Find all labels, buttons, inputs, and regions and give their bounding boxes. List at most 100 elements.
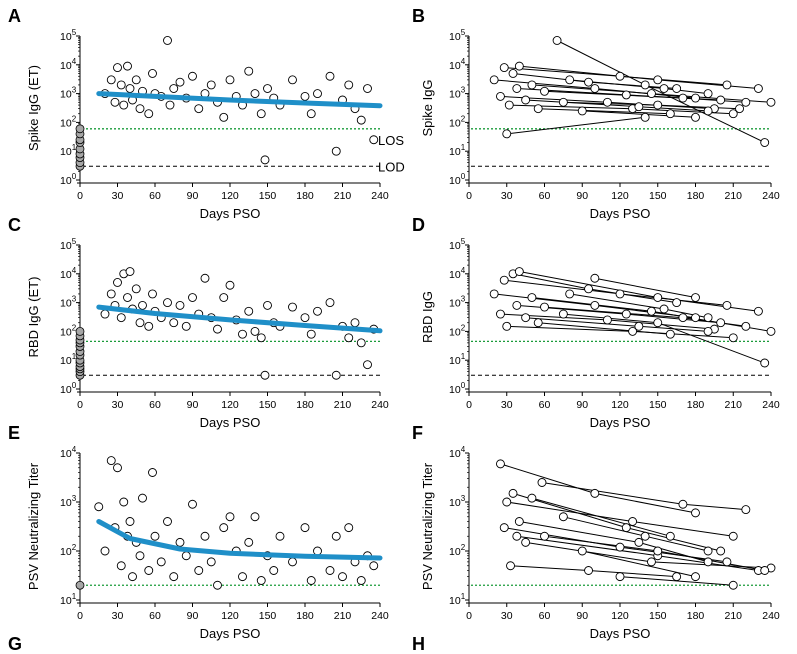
data-point-B [502, 129, 512, 139]
data-point-C [200, 273, 210, 283]
data-point-D [672, 298, 682, 308]
data-point-C [238, 329, 247, 339]
y-tick-label-E: 103 [60, 494, 77, 509]
data-point-F [678, 499, 688, 509]
x-tick-label-F: 150 [649, 610, 667, 622]
data-point-B [665, 109, 675, 119]
y-tick-label-B: 103 [449, 86, 466, 101]
data-point-D [728, 333, 738, 343]
data-point-F [691, 508, 700, 518]
data-point-B [722, 80, 732, 90]
data-point-E [313, 546, 322, 556]
x-tick-label-D: 240 [762, 399, 780, 411]
data-point-A [116, 80, 126, 90]
y-axis-label-B: Spike IgG [420, 79, 435, 136]
data-point-F [512, 531, 522, 541]
data-point-B [621, 90, 631, 100]
data-point-B [590, 84, 600, 93]
x-tick-label-A: 240 [371, 190, 389, 202]
data-point-A [206, 80, 216, 90]
x-tick-label-C: 180 [296, 399, 314, 411]
data-point-F [722, 557, 732, 567]
y-tick-label-C: 101 [60, 352, 77, 367]
panel-letter-G: G [8, 634, 22, 654]
data-point-B [565, 75, 575, 85]
x-tick-label-C: 60 [149, 399, 161, 411]
data-point-D [514, 267, 524, 276]
data-point-D [615, 289, 625, 299]
data-point-D [602, 315, 612, 325]
data-point-B [521, 95, 531, 105]
data-point-A [163, 36, 172, 45]
data-point-E [338, 572, 347, 582]
y-tick-label-C: 100 [60, 381, 77, 396]
data-point-B [508, 69, 518, 78]
data-point-A [144, 109, 154, 119]
panel-letter-A: A [8, 6, 21, 26]
data-point-D [628, 326, 638, 336]
y-tick-label-D: 100 [449, 381, 466, 396]
data-point-B [703, 106, 713, 116]
subject-line-B [509, 104, 734, 115]
data-point-F [665, 531, 675, 541]
x-axis-label-F: Days PSO [590, 626, 651, 641]
baseline-point-E [75, 580, 85, 590]
data-point-A [263, 84, 272, 93]
data-point-E [163, 517, 172, 526]
data-point-C [331, 370, 341, 380]
y-tick-label-B: 104 [449, 57, 466, 72]
data-point-B [533, 104, 543, 114]
data-point-E [369, 561, 379, 571]
data-point-D [565, 289, 575, 299]
data-point-B [615, 71, 625, 81]
y-tick-label-F: 101 [449, 592, 466, 607]
data-point-E [94, 502, 104, 512]
data-point-E [116, 561, 126, 571]
x-tick-label-B: 180 [687, 190, 705, 202]
x-tick-label-A: 210 [334, 190, 352, 202]
fit-curve-A [96, 91, 383, 109]
x-tick-label-C: 240 [371, 399, 389, 411]
data-point-B [602, 97, 612, 107]
data-point-C [250, 326, 260, 336]
data-point-B [716, 95, 726, 105]
data-point-B [514, 61, 524, 71]
data-point-A [110, 97, 120, 107]
data-point-C [144, 321, 154, 331]
y-tick-label-E: 104 [60, 445, 77, 460]
data-point-F [496, 459, 505, 469]
y-tick-label-E: 102 [60, 543, 77, 558]
data-point-C [188, 293, 197, 302]
subject-line-B [506, 116, 646, 135]
data-point-A [356, 115, 366, 125]
data-point-B [766, 97, 776, 107]
x-axis-label-E: Days PSO [200, 626, 261, 641]
data-point-B [741, 97, 751, 107]
y-tick-label-D: 102 [449, 323, 466, 338]
panel-letter-C: C [8, 215, 21, 235]
x-tick-label-F: 120 [611, 610, 629, 622]
data-point-E [175, 537, 185, 547]
x-tick-label-C: 150 [259, 399, 277, 411]
data-point-F [728, 580, 738, 590]
x-tick-label-E: 210 [334, 610, 352, 622]
data-point-F [502, 497, 512, 507]
y-tick-label-F: 102 [449, 543, 466, 558]
x-tick-label-A: 120 [221, 190, 239, 202]
data-point-E [150, 531, 160, 541]
data-point-E [344, 523, 354, 533]
data-point-D [512, 300, 522, 310]
data-point-A [106, 75, 116, 85]
y-axis-label-E: PSV Neutralizing Titer [26, 462, 41, 590]
data-point-A [300, 91, 310, 101]
x-tick-label-D: 180 [687, 399, 705, 411]
data-point-F [499, 523, 509, 533]
data-point-A [123, 61, 132, 71]
data-point-B [489, 75, 499, 85]
y-tick-label-A: 100 [60, 172, 77, 187]
data-point-D [540, 302, 549, 312]
x-tick-label-F: 240 [762, 610, 780, 622]
data-point-D [691, 293, 700, 302]
data-point-C [113, 278, 122, 287]
